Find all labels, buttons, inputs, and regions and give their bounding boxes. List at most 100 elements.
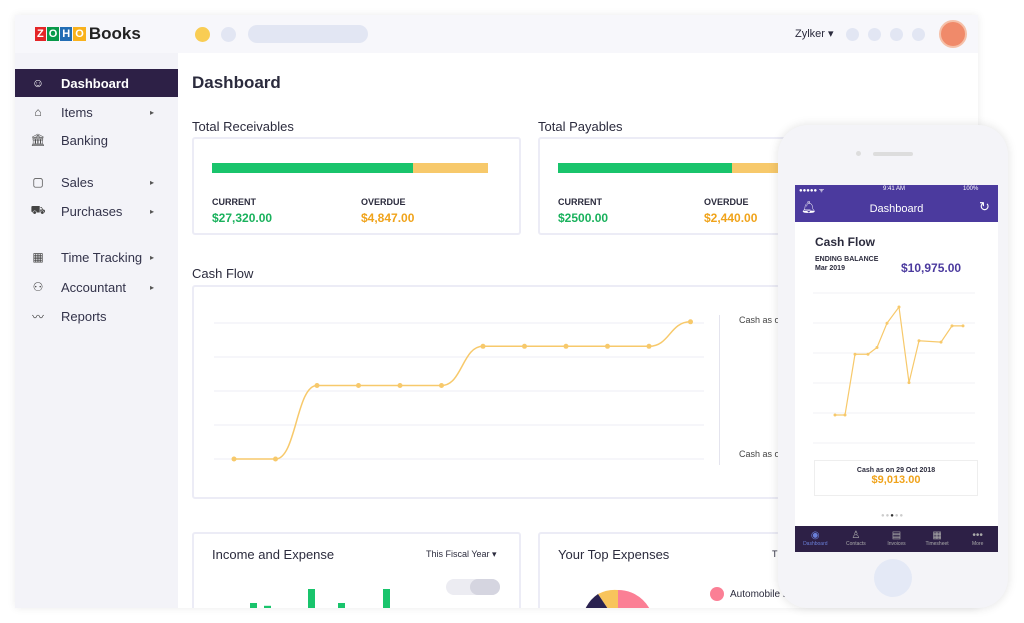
refresh-icon[interactable]: ↻ xyxy=(979,199,990,214)
cashflow-point xyxy=(522,343,527,349)
income-expense-chart xyxy=(250,589,390,608)
chart-toggle[interactable] xyxy=(446,579,500,595)
cashflow-point xyxy=(646,343,652,349)
bell-icon[interactable]: 🔔︎ xyxy=(801,200,817,214)
phone-cashflow-point xyxy=(866,352,870,356)
header-icon[interactable] xyxy=(890,28,903,41)
tab-icon: ▦ xyxy=(932,530,942,541)
receivables-current: $27,320.00 xyxy=(212,211,273,225)
placeholder-dot xyxy=(221,27,236,42)
cashflow-chart xyxy=(214,319,704,462)
phone-tab-timesheet[interactable]: ▦ Timesheet xyxy=(917,526,958,552)
home-button[interactable] xyxy=(874,559,912,597)
payables-title: Total Payables xyxy=(538,119,623,134)
sidebar-item-label: Reports xyxy=(61,308,107,324)
legend-swatch xyxy=(710,587,724,601)
ending-balance-date: Mar 2019 xyxy=(815,265,845,272)
avatar[interactable] xyxy=(939,20,967,48)
basket-icon: ⌂ xyxy=(34,105,42,119)
cashflow-point xyxy=(480,343,486,349)
bag-icon: ▢ xyxy=(32,175,44,189)
chevron-right-icon: ▸ xyxy=(150,177,155,187)
sidebar-item-dashboard[interactable]: ☺ Dashboard xyxy=(15,69,178,97)
receivables-current-fill xyxy=(212,163,414,173)
income-title: Income and Expense xyxy=(212,547,335,562)
sidebar-item-accountant[interactable]: ⚇ Accountant ▸ xyxy=(15,273,178,301)
phone-screen: ●●●●● ᯤ 9:41 AM 100% 🔔︎ Dashboard ↻ Cash… xyxy=(795,185,998,552)
payables-current-fill xyxy=(558,163,732,173)
phone-cashflow-point xyxy=(907,381,911,385)
tab-icon: ••• xyxy=(972,530,983,541)
phone-tab-dashboard[interactable]: ◉ Dashboard xyxy=(795,526,836,552)
cashflow-point xyxy=(397,383,403,388)
cart-icon: ⛟ xyxy=(30,203,46,217)
period-label: This Fiscal Year xyxy=(426,549,490,559)
phone-camera xyxy=(856,151,861,156)
accountant-icon: ⚇ xyxy=(32,280,44,294)
expenses-period[interactable]: T xyxy=(772,549,778,559)
cash-label-top: Cash as o xyxy=(739,315,780,325)
chevron-right-icon: ▸ xyxy=(150,107,155,117)
tab-label: Dashboard xyxy=(803,541,828,547)
search-bar[interactable] xyxy=(248,25,368,43)
phone-cashflow-point xyxy=(885,321,889,325)
phone-tab-invoices[interactable]: ▤ Invoices xyxy=(876,526,917,552)
org-name: Zylker xyxy=(795,28,825,40)
sidebar-item-label: Time Tracking xyxy=(61,249,143,265)
payables-overdue: $2,440.00 xyxy=(704,211,758,225)
cashflow-card: Cash as o Cash as o xyxy=(192,285,892,499)
cash-as-on-value: $9,013.00 xyxy=(871,474,921,486)
dashboard-icon: ☺ xyxy=(31,76,45,90)
cashflow-point xyxy=(688,319,693,325)
sidebar-item-time-tracking[interactable]: ▦ Time Tracking ▸ xyxy=(15,243,178,271)
cashflow-line xyxy=(233,321,691,460)
income-expense-card: Income and Expense This Fiscal Year ▾ xyxy=(192,532,521,608)
status-dot xyxy=(195,27,210,42)
sidebar-item-label: Banking xyxy=(61,132,108,148)
ending-balance-label: ENDING BALANCE xyxy=(815,256,879,263)
header-icon[interactable] xyxy=(912,28,925,41)
phone-cashflow-point xyxy=(950,324,954,328)
sidebar-item-label: Purchases xyxy=(61,203,123,219)
chevron-right-icon: ▸ xyxy=(150,282,155,292)
expenses-title: Your Top Expenses xyxy=(558,547,670,562)
phone-speaker xyxy=(873,152,913,156)
phone-cashflow-point xyxy=(897,305,901,309)
phone-title: Dashboard xyxy=(869,203,924,215)
phone-tab-bar: ◉ Dashboard ♙ Contacts ▤ Invoices ▦ Timesheet ••… xyxy=(795,526,998,552)
phone-tab-contacts[interactable]: ♙ Contacts xyxy=(836,526,877,552)
bank-icon: 🏛︎ xyxy=(30,133,46,147)
org-switcher[interactable]: Zylker ▾ xyxy=(795,28,834,40)
receivables-overdue: $4,847.00 xyxy=(361,211,415,225)
header-icon[interactable] xyxy=(846,28,859,41)
cashflow-point xyxy=(439,383,444,388)
sidebar-item-reports[interactable]: 〰 Reports xyxy=(15,302,178,330)
tab-icon: ▤ xyxy=(891,530,902,541)
period-dropdown[interactable]: This Fiscal Year ▾ xyxy=(426,549,497,559)
receivables-card: CURRENT $27,320.00 OVERDUE $4,847.00 xyxy=(192,137,521,235)
phone-cashflow-point xyxy=(875,346,879,349)
sidebar-item-purchases[interactable]: ⛟ Purchases ▸ xyxy=(15,197,178,225)
sidebar-item-sales[interactable]: ▢ Sales ▸ xyxy=(15,168,178,196)
tab-label: More xyxy=(971,541,984,547)
sidebar-item-items[interactable]: ⌂ Items ▸ xyxy=(15,98,178,126)
cashflow-point xyxy=(563,343,569,349)
phone-tab-more[interactable]: ••• More xyxy=(957,526,998,552)
receivables-title: Total Receivables xyxy=(192,119,294,134)
sidebar-item-label: Accountant xyxy=(61,279,127,295)
phone-time: 9:41 AM xyxy=(883,186,906,192)
divider xyxy=(719,315,720,465)
pie-slice xyxy=(598,589,618,608)
payables-bar xyxy=(558,163,834,173)
chevron-right-icon: ▸ xyxy=(150,206,155,216)
phone-card-title: Cash Flow xyxy=(815,235,876,249)
phone-cashflow-point xyxy=(853,352,857,356)
page-indicator[interactable]: ●●●●● xyxy=(881,513,905,519)
sidebar-item-banking[interactable]: 🏛︎ Banking xyxy=(15,126,178,154)
tab-icon: ♙ xyxy=(851,530,861,541)
header-icon[interactable] xyxy=(868,28,881,41)
payables-current: $2500.00 xyxy=(558,211,609,225)
phone-header: ●●●●● ᯤ 9:41 AM 100% 🔔︎ Dashboard ↻ xyxy=(795,185,998,222)
current-label: CURRENT xyxy=(558,197,602,207)
